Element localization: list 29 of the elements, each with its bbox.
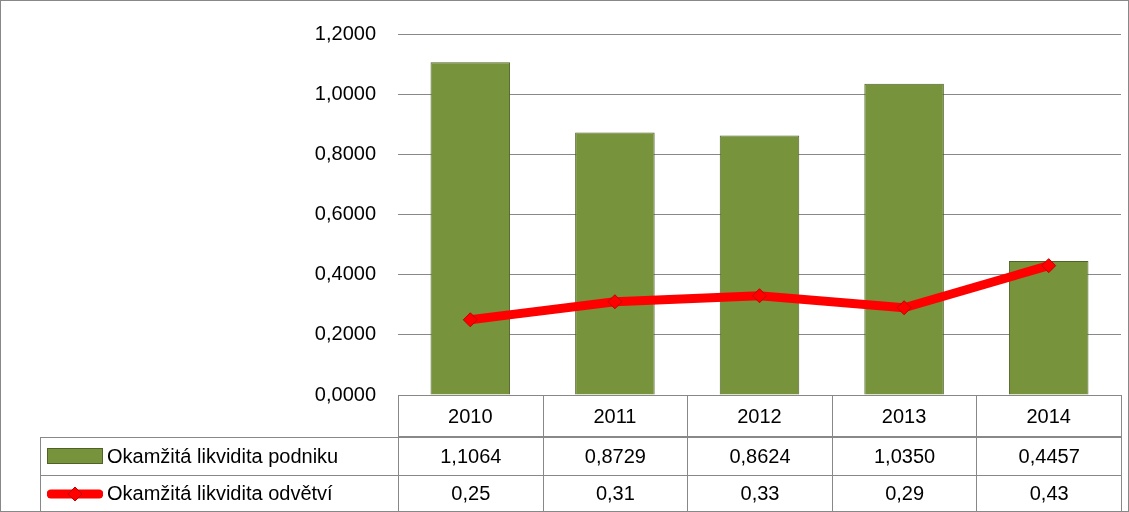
data-label: 1,0350: [831, 437, 978, 476]
data-label: 0,43: [976, 474, 1122, 512]
x-tick-label: 2012: [737, 404, 782, 427]
point: [607, 294, 623, 310]
x-tick-label: 2010: [448, 404, 493, 427]
data-label: 0,31: [542, 474, 689, 512]
x-tick-label: 2011: [593, 404, 637, 427]
data-label: 0,29: [831, 474, 978, 512]
x-tick-label: 2013: [881, 404, 927, 427]
point: [1041, 258, 1057, 274]
data-label: 1,1064: [398, 437, 544, 476]
y-tick-label: 1,0000: [314, 81, 376, 104]
y-tick-label: 0,4000: [314, 262, 376, 285]
data-label: 0,4457: [976, 437, 1122, 476]
point: [752, 288, 767, 304]
y-tick-label: 0,2000: [314, 322, 376, 345]
y-tick-label: 0,8000: [314, 141, 376, 164]
y-tick-label: 0,6000: [314, 202, 376, 225]
x-tick-label: 2014: [1026, 404, 1071, 427]
data-label: 0,25: [398, 474, 544, 512]
data-label: 0,8624: [687, 437, 833, 476]
y-tick-label: 0,0000: [314, 382, 376, 405]
y-tick-label: 1,2000: [314, 21, 376, 44]
point: [462, 312, 478, 328]
legend-label: Okamžitá likvidita podniku: [107, 444, 339, 468]
data-label: 0,8729: [542, 437, 689, 476]
legend-label: Okamžitá likvidita odvětví: [107, 482, 333, 506]
data-label: 0,33: [687, 474, 833, 512]
point: [896, 300, 912, 316]
